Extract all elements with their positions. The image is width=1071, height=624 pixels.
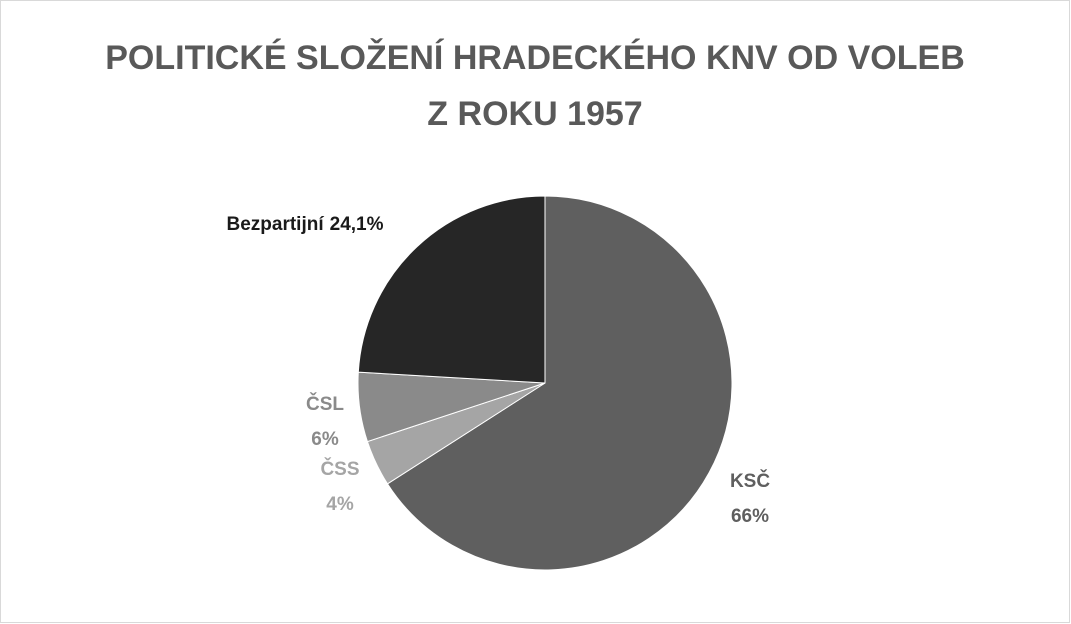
value-label: 4% — [326, 494, 354, 515]
value-label: 66% — [731, 506, 769, 527]
slice-label: ČSL — [306, 393, 344, 415]
slice-label: Bezpartijní — [227, 214, 325, 235]
chart-title: POLITICKÉ SLOŽENÍ HRADECKÉHO KNV OD VOLE… — [105, 39, 965, 133]
slice-label-group: Bezpartijní 24,1% — [227, 214, 384, 235]
value-label: 6% — [311, 429, 339, 450]
pie-slice — [386, 195, 733, 571]
pie-slice — [357, 195, 546, 384]
slice-label: KSČ — [730, 470, 770, 492]
slice-label: ČSS — [320, 458, 359, 480]
value-label: 24,1% — [330, 214, 384, 235]
